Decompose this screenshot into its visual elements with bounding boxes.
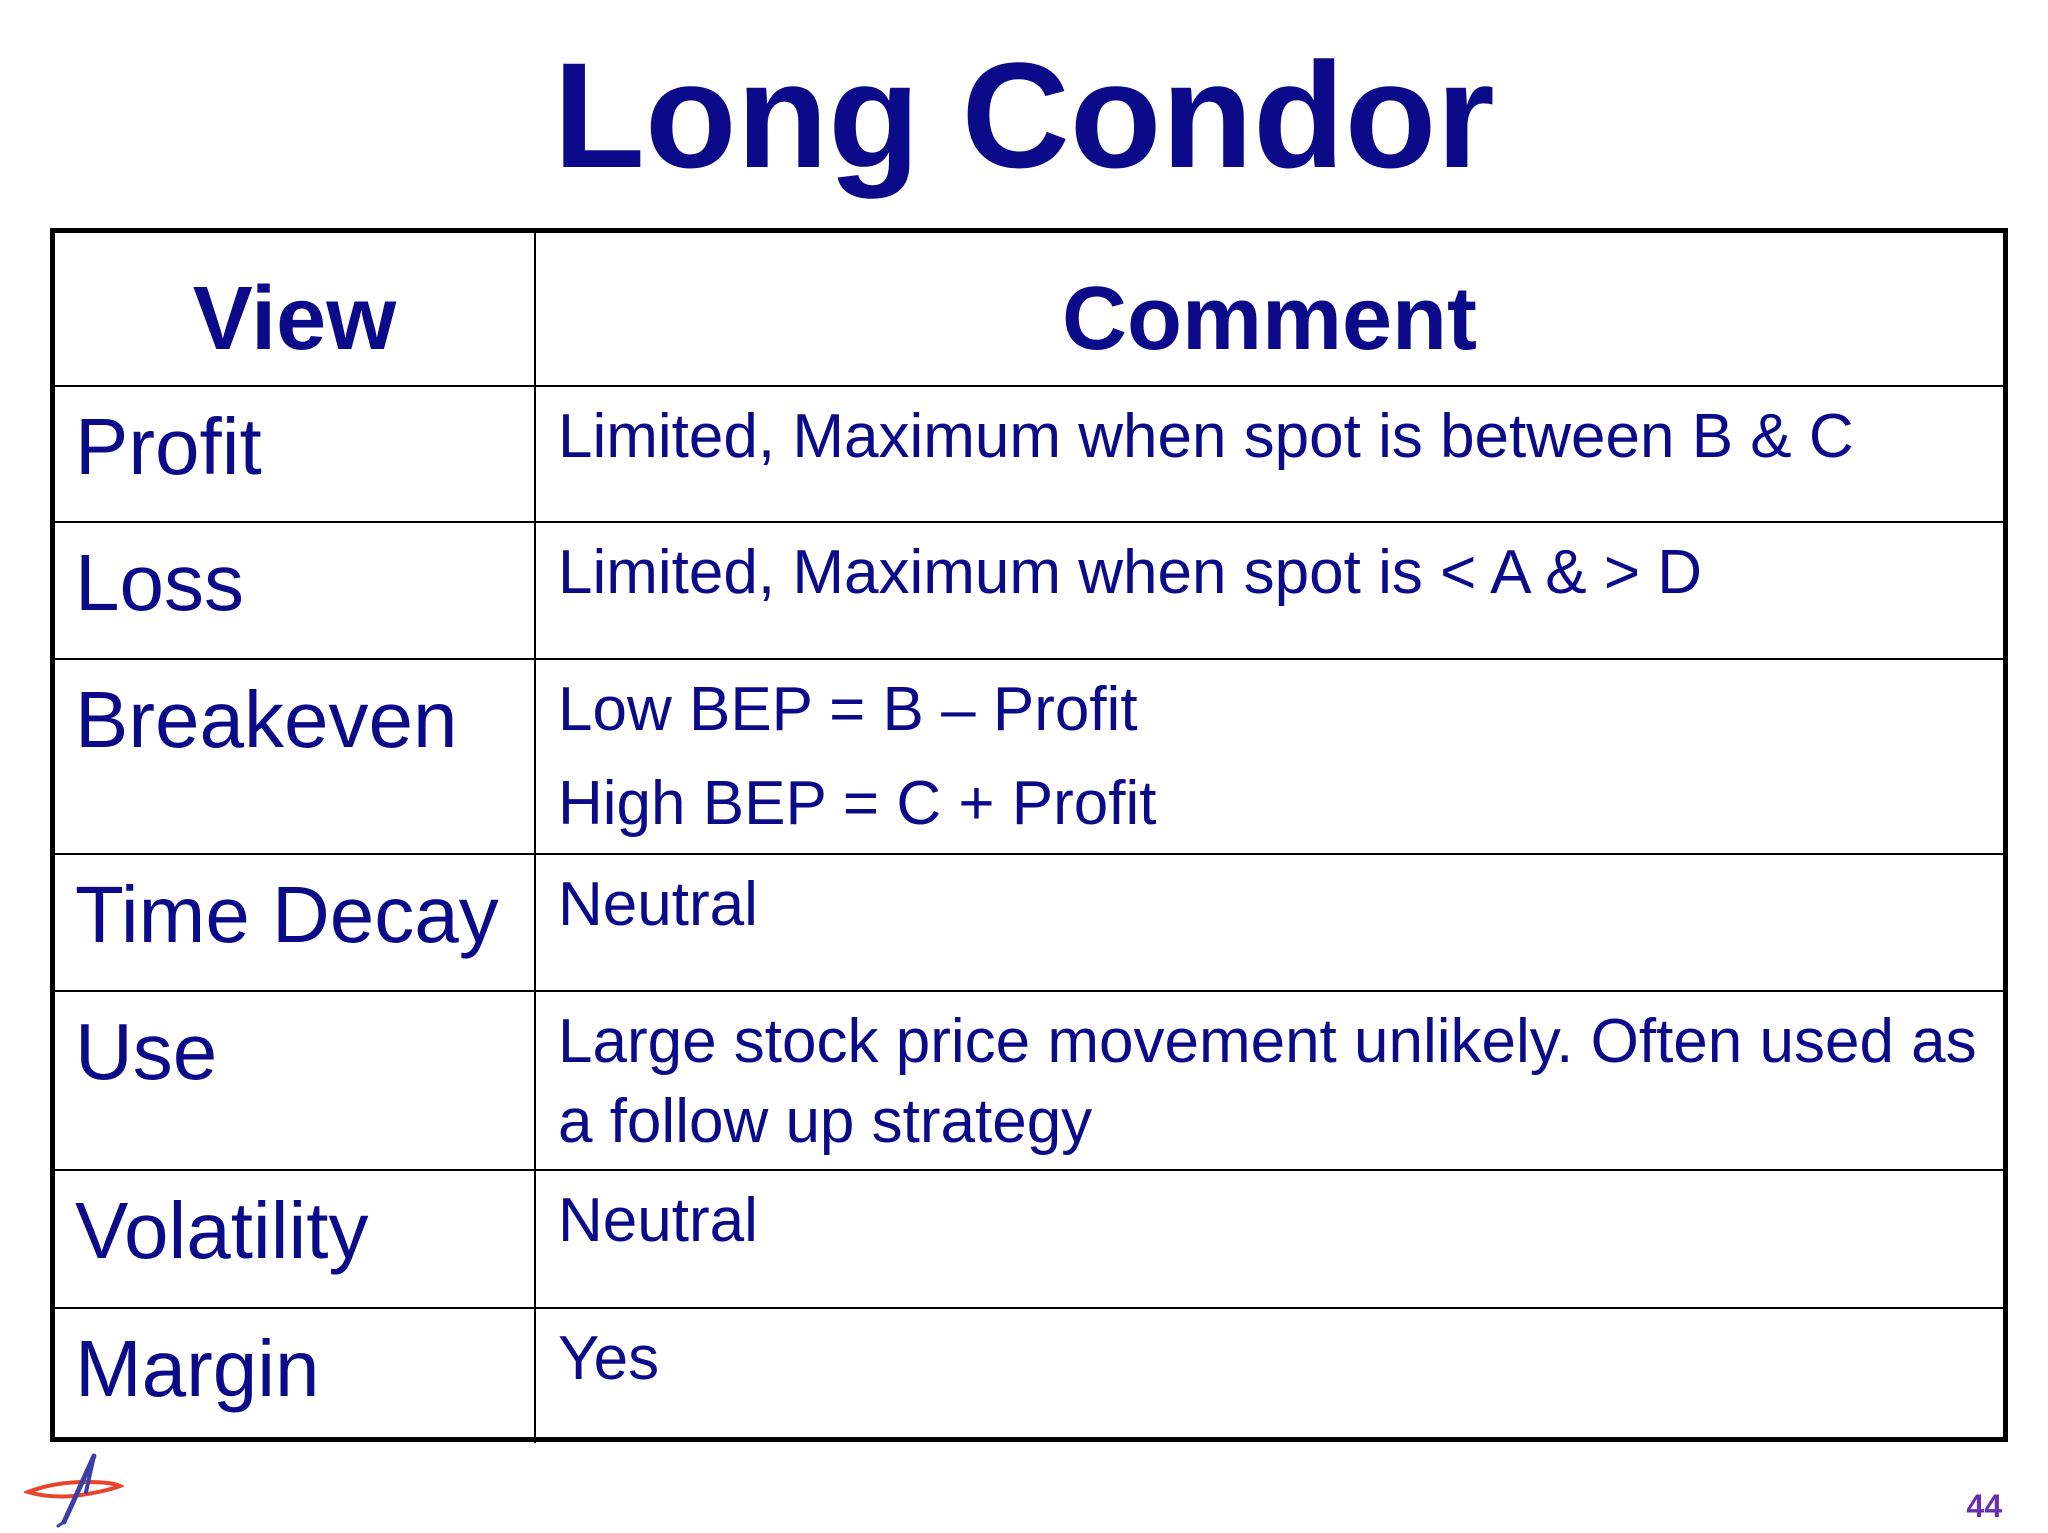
company-logo-icon — [24, 1453, 124, 1528]
comment-line-high-bep: High BEP = C + Profit — [558, 769, 1157, 838]
header-view: View — [55, 233, 536, 387]
row-comment-profit: Limited, Maximum when spot is between B … — [534, 385, 2003, 523]
table-row: Time Decay Neutral — [55, 853, 2003, 992]
table-row: Breakeven Low BEP = B – Profit High BEP … — [55, 658, 2003, 855]
comment-line: Neutral — [558, 1186, 758, 1255]
comment-line: Yes — [558, 1324, 660, 1393]
row-comment-time-decay: Neutral — [534, 853, 2003, 992]
comment-line-low-bep: Low BEP = B – Profit — [558, 675, 1138, 744]
row-comment-breakeven: Low BEP = B – Profit High BEP = C + Prof… — [534, 658, 2003, 855]
row-label-loss: Loss — [55, 521, 536, 660]
row-label-volatility: Volatility — [55, 1169, 536, 1309]
page-number: 44 — [1966, 1488, 2002, 1524]
strategy-table: View Comment Profit Limited, Maximum whe… — [50, 228, 2008, 1443]
table-row: Volatility Neutral — [55, 1169, 2003, 1309]
table-row: Margin Yes — [55, 1307, 2003, 1443]
comment-line: Limited, Maximum when spot is < A & > D — [558, 538, 1703, 607]
table-row: Profit Limited, Maximum when spot is bet… — [55, 385, 2003, 523]
row-label-profit: Profit — [55, 385, 536, 523]
row-label-time-decay: Time Decay — [55, 853, 536, 992]
table-row: Use Large stock price movement unlikely.… — [55, 990, 2003, 1171]
row-comment-loss: Limited, Maximum when spot is < A & > D — [534, 521, 2003, 660]
comment-line: Neutral — [558, 870, 758, 939]
table-header-row: View Comment — [55, 233, 2003, 387]
row-comment-margin: Yes — [534, 1307, 2003, 1443]
strategy-table-grid: View Comment Profit Limited, Maximum whe… — [55, 233, 2003, 1443]
row-comment-use: Large stock price movement unlikely. Oft… — [534, 990, 2003, 1171]
comment-line: Large stock price movement unlikely. Oft… — [558, 1007, 1977, 1156]
slide-title: Long Condor — [553, 31, 1495, 199]
row-label-margin: Margin — [55, 1307, 536, 1443]
header-comment: Comment — [534, 233, 2003, 387]
row-comment-volatility: Neutral — [534, 1169, 2003, 1309]
table-row: Loss Limited, Maximum when spot is < A &… — [55, 521, 2003, 660]
row-label-breakeven: Breakeven — [55, 658, 536, 855]
row-label-use: Use — [55, 990, 536, 1171]
comment-line: Limited, Maximum when spot is between B … — [558, 402, 1854, 471]
